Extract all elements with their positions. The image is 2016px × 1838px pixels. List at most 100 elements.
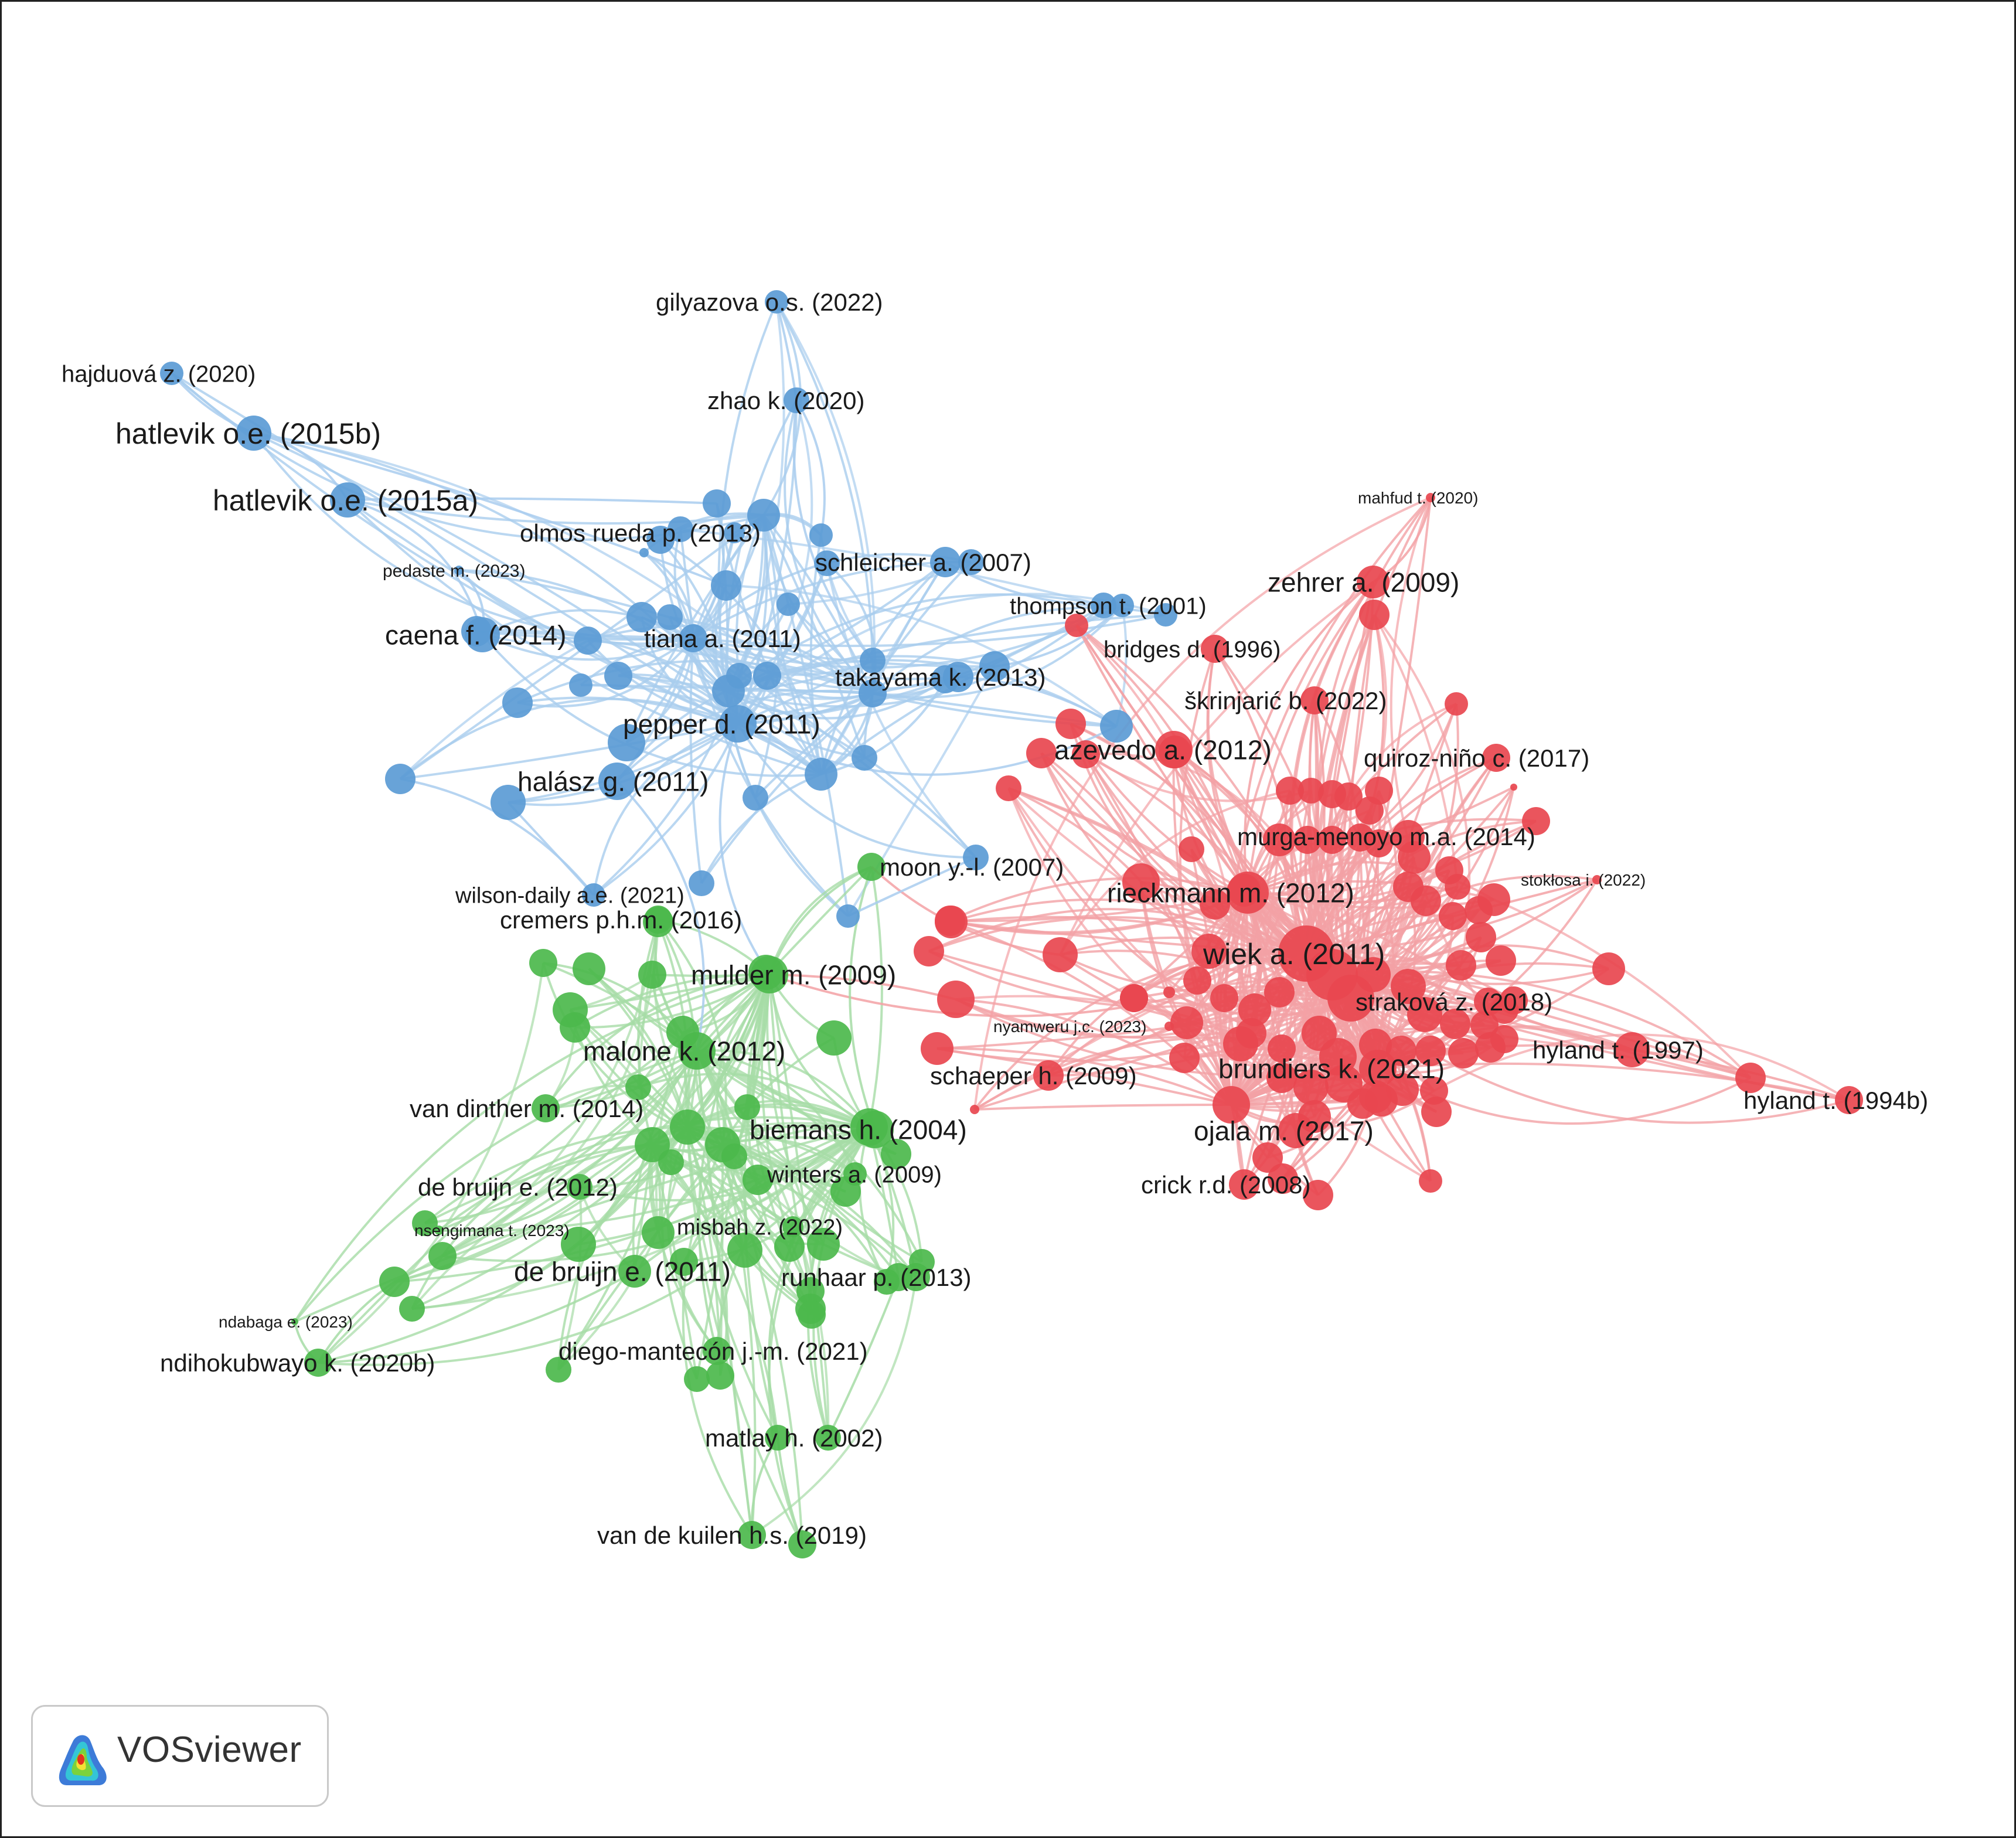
node-green[interactable]	[670, 1109, 705, 1145]
node-red[interactable]	[1365, 1084, 1398, 1117]
node-runhaar[interactable]	[884, 1263, 912, 1291]
node-red[interactable]	[1510, 784, 1517, 791]
node-red[interactable]	[1169, 1043, 1200, 1073]
node-rieckmann[interactable]	[1227, 872, 1269, 914]
node-mulder[interactable]	[751, 956, 788, 993]
node-red[interactable]	[1276, 777, 1304, 805]
node-green[interactable]	[788, 1530, 816, 1558]
node-zehrer[interactable]	[1357, 566, 1390, 598]
node-green[interactable]	[815, 1425, 841, 1451]
node-olmos[interactable]	[724, 522, 745, 543]
node-vandinther[interactable]	[532, 1094, 560, 1122]
node-blue[interactable]	[491, 785, 526, 820]
node-blue[interactable]	[852, 745, 877, 771]
node-red[interactable]	[1223, 1026, 1258, 1061]
node-ndabaga[interactable]	[291, 1318, 298, 1325]
node-label-mahfud[interactable]: mahfud t. (2020)	[1358, 489, 1478, 507]
node-label-misbah[interactable]: misbah z. (2022)	[677, 1216, 843, 1240]
node-green[interactable]	[635, 1127, 670, 1162]
node-wiek[interactable]	[1278, 925, 1334, 982]
node-red[interactable]	[1356, 797, 1384, 825]
node-label-zhao[interactable]: zhao k. (2020)	[707, 387, 865, 414]
node-green[interactable]	[670, 1248, 698, 1276]
node-blue[interactable]	[639, 548, 649, 557]
node-label-gilyazova[interactable]: gilyazova o.s. (2022)	[656, 288, 883, 316]
node-pepper[interactable]	[719, 705, 757, 743]
node-hatlevik_a[interactable]	[330, 482, 365, 518]
node-label-schleicher[interactable]: schleicher a. (2007)	[815, 549, 1031, 576]
node-moon[interactable]	[857, 853, 886, 881]
node-blue[interactable]	[859, 679, 887, 707]
node-red[interactable]	[1293, 1070, 1329, 1105]
node-schaeper[interactable]	[1033, 1060, 1064, 1091]
node-red[interactable]	[1268, 1163, 1298, 1194]
node-green[interactable]	[529, 949, 557, 977]
node-red[interactable]	[1490, 1025, 1518, 1053]
node-label-winters[interactable]: winters a. (2009)	[767, 1162, 942, 1187]
node-red[interactable]	[1477, 883, 1510, 916]
node-pedaste[interactable]	[454, 566, 464, 575]
node-label-murga[interactable]: murga-menoyo m.a. (2014)	[1237, 823, 1535, 850]
node-red[interactable]	[1264, 977, 1295, 1008]
node-label-rieckmann[interactable]: rieckmann m. (2012)	[1107, 878, 1354, 908]
node-takayama[interactable]	[943, 662, 973, 692]
node-label-wiek[interactable]: wiek a. (2011)	[1203, 938, 1385, 971]
node-label-brundiers[interactable]: brundiers k. (2021)	[1218, 1054, 1445, 1084]
node-label-caena[interactable]: caena f. (2014)	[385, 620, 566, 651]
node-blue[interactable]	[726, 663, 752, 689]
node-blue[interactable]	[963, 845, 989, 870]
node-ndihokubwayo[interactable]	[304, 1349, 332, 1377]
node-blue[interactable]	[385, 764, 416, 794]
node-red[interactable]	[1446, 950, 1476, 981]
node-red[interactable]	[1356, 957, 1391, 992]
node-label-crick[interactable]: crick r.d. (2008)	[1141, 1171, 1310, 1199]
node-blue[interactable]	[646, 526, 675, 554]
node-blue[interactable]	[1100, 710, 1133, 743]
node-green[interactable]	[379, 1267, 410, 1297]
node-red[interactable]	[1440, 1009, 1470, 1039]
node-red[interactable]	[1055, 709, 1086, 739]
node-thompson[interactable]	[1111, 594, 1134, 617]
node-label-nsengimana[interactable]: nsengimana t. (2023)	[414, 1221, 570, 1240]
node-red[interactable]	[1303, 1180, 1333, 1210]
node-green[interactable]	[560, 1012, 590, 1043]
node-label-schaeper[interactable]: schaeper h. (2009)	[930, 1062, 1137, 1090]
node-label-mulder[interactable]: mulder m. (2009)	[691, 960, 896, 991]
node-nsengimana[interactable]	[434, 1226, 444, 1235]
node-green[interactable]	[546, 1357, 571, 1383]
node-green[interactable]	[807, 1228, 840, 1261]
node-gilyazova[interactable]	[765, 290, 788, 314]
node-red[interactable]	[1735, 1063, 1766, 1093]
node-hyland94[interactable]	[1835, 1086, 1863, 1114]
node-red[interactable]	[1445, 874, 1470, 900]
node-label-cremers[interactable]: cremers p.h.m. (2016)	[500, 906, 742, 934]
node-caena[interactable]	[465, 617, 500, 652]
node-label-pedaste[interactable]: pedaste m. (2023)	[383, 561, 525, 581]
node-red[interactable]	[1293, 826, 1322, 854]
node-red[interactable]	[970, 1105, 979, 1114]
node-blue[interactable]	[1091, 593, 1116, 618]
node-red[interactable]	[1210, 984, 1238, 1012]
node-halasz[interactable]	[598, 763, 636, 800]
node-red[interactable]	[1359, 600, 1390, 630]
node-label-biemans[interactable]: biemans h. (2004)	[750, 1115, 967, 1145]
node-label-nyamweru[interactable]: nyamweru j.c. (2023)	[993, 1017, 1146, 1036]
node-tiana[interactable]	[679, 624, 707, 652]
node-red[interactable]	[1252, 1142, 1283, 1173]
node-red[interactable]	[1065, 614, 1088, 637]
node-red[interactable]	[1120, 984, 1148, 1012]
node-green[interactable]	[721, 1143, 747, 1169]
node-strakova[interactable]	[1474, 988, 1502, 1016]
node-green[interactable]	[412, 1210, 438, 1236]
node-blue[interactable]	[657, 604, 683, 630]
node-green[interactable]	[706, 1362, 734, 1390]
node-label-halasz[interactable]: halász g. (2011)	[517, 767, 709, 797]
node-blue[interactable]	[1154, 603, 1177, 627]
node-label-olmos[interactable]: olmos rueda p. (2013)	[520, 519, 761, 547]
node-red[interactable]	[1266, 1063, 1297, 1093]
node-label-debruijn11[interactable]: de bruijn e. (2011)	[514, 1257, 731, 1287]
node-label-hyland94[interactable]: hyland t. (1994b)	[1743, 1087, 1928, 1114]
node-blue[interactable]	[805, 758, 837, 791]
node-red[interactable]	[1026, 738, 1057, 768]
